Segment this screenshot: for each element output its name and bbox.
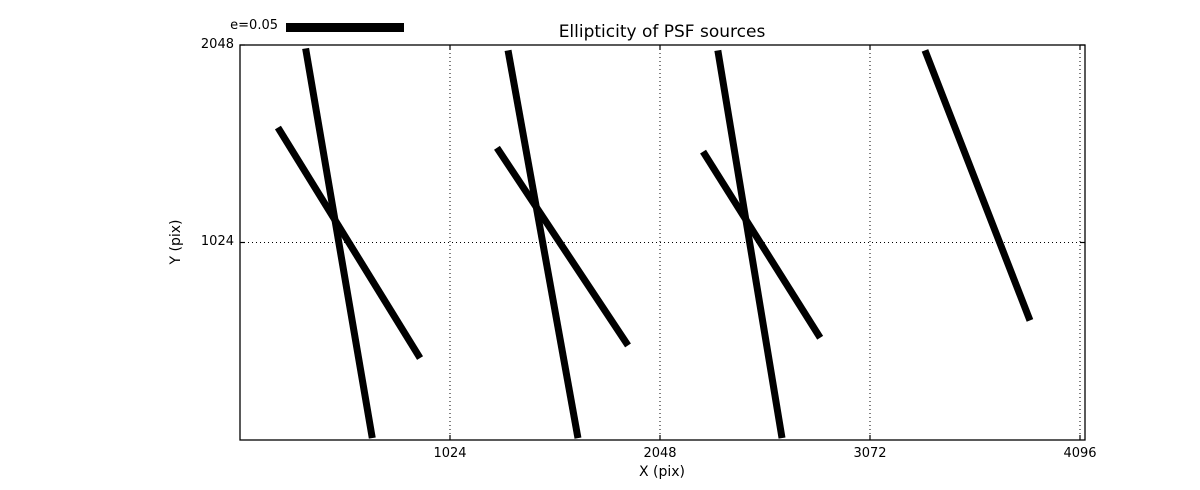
chart-title: Ellipticity of PSF sources xyxy=(558,22,766,42)
y-tick-label-2048: 2048 xyxy=(200,37,234,52)
legend-label: e=0.05 xyxy=(230,18,278,33)
x-tick-label-4096: 4096 xyxy=(1063,446,1097,461)
x-tick-label-2048: 2048 xyxy=(643,446,677,461)
x-tick-label-3072: 3072 xyxy=(853,446,887,461)
legend-line-sample-icon xyxy=(286,23,404,32)
psf-ellipticity-whisker xyxy=(274,125,424,360)
x-axis-label: X (pix) xyxy=(638,464,686,480)
y-tick-label-1024: 1024 xyxy=(200,234,234,249)
psf-ellipticity-whisker xyxy=(302,47,376,439)
psf-ellipticity-whisker xyxy=(714,49,786,439)
x-tick-label-1024: 1024 xyxy=(433,446,467,461)
axes-border xyxy=(239,44,1086,441)
psf-ellipticity-whisker xyxy=(921,49,1034,322)
psf-ellipticity-whisker xyxy=(504,49,582,439)
psf-ellipticity-whisker xyxy=(700,149,824,340)
psf-ellipticity-whisker xyxy=(494,145,631,348)
